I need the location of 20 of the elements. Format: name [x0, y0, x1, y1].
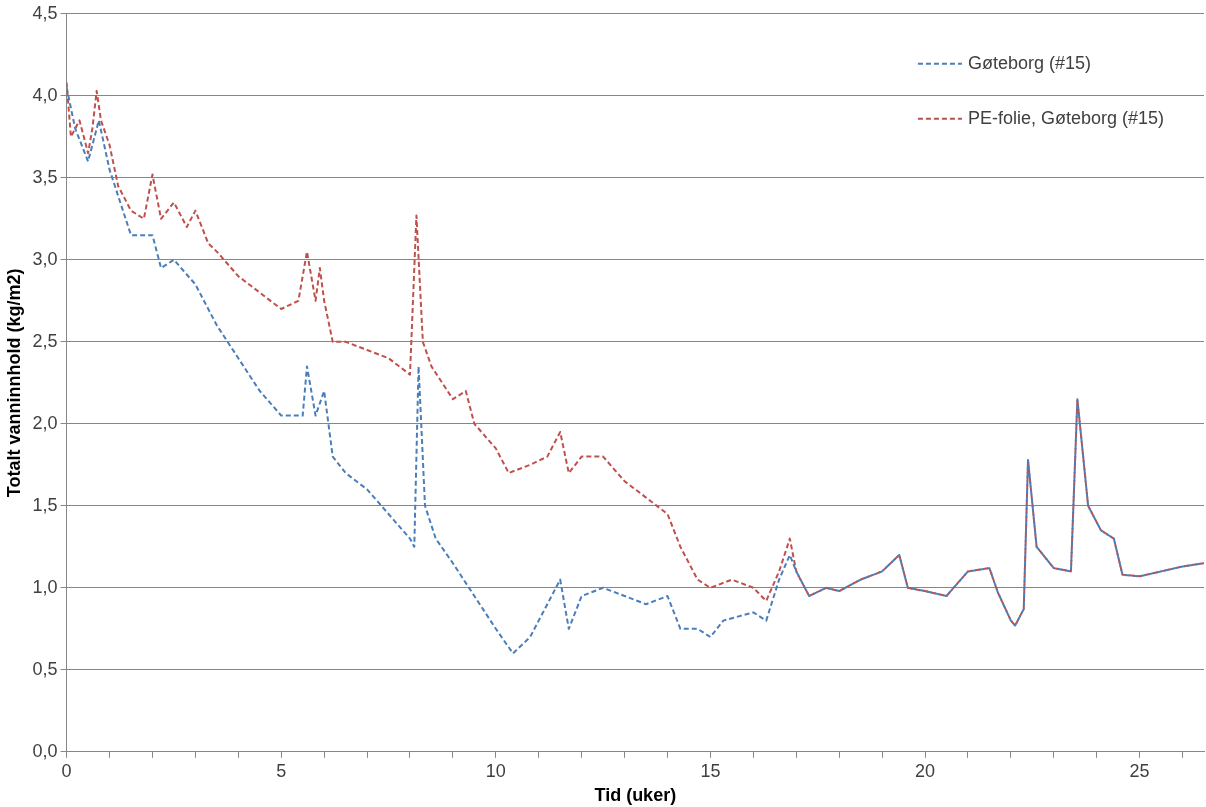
x-tick-label: 5: [276, 760, 287, 781]
y-tick-label: 4,5: [32, 2, 58, 23]
y-tick-label: 3,0: [32, 248, 58, 269]
y-tick-label: 2,5: [32, 330, 58, 351]
x-axis-title: Tid (uker): [594, 785, 677, 806]
x-tick-label: 15: [700, 760, 721, 781]
y-tick-label: 4,0: [32, 84, 58, 105]
x-tick-label: 0: [61, 760, 72, 781]
x-tick-label: 25: [1129, 760, 1150, 781]
y-tick-label: 2,0: [32, 412, 58, 433]
x-tick-label: 10: [485, 760, 506, 781]
y-tick-label: 0,0: [32, 740, 58, 761]
y-tick-label: 1,0: [32, 576, 58, 597]
legend-label: PE-folie, Gøteborg (#15): [967, 107, 1165, 128]
y-tick-label: 3,5: [32, 166, 58, 187]
y-axis-title: Totalt vanninnhold (kg/m2): [3, 268, 24, 498]
legend-label: Gøteborg (#15): [967, 52, 1091, 73]
y-tick-label: 1,5: [32, 494, 58, 515]
y-tick-label: 0,5: [32, 658, 58, 679]
x-tick-label: 20: [915, 760, 936, 781]
